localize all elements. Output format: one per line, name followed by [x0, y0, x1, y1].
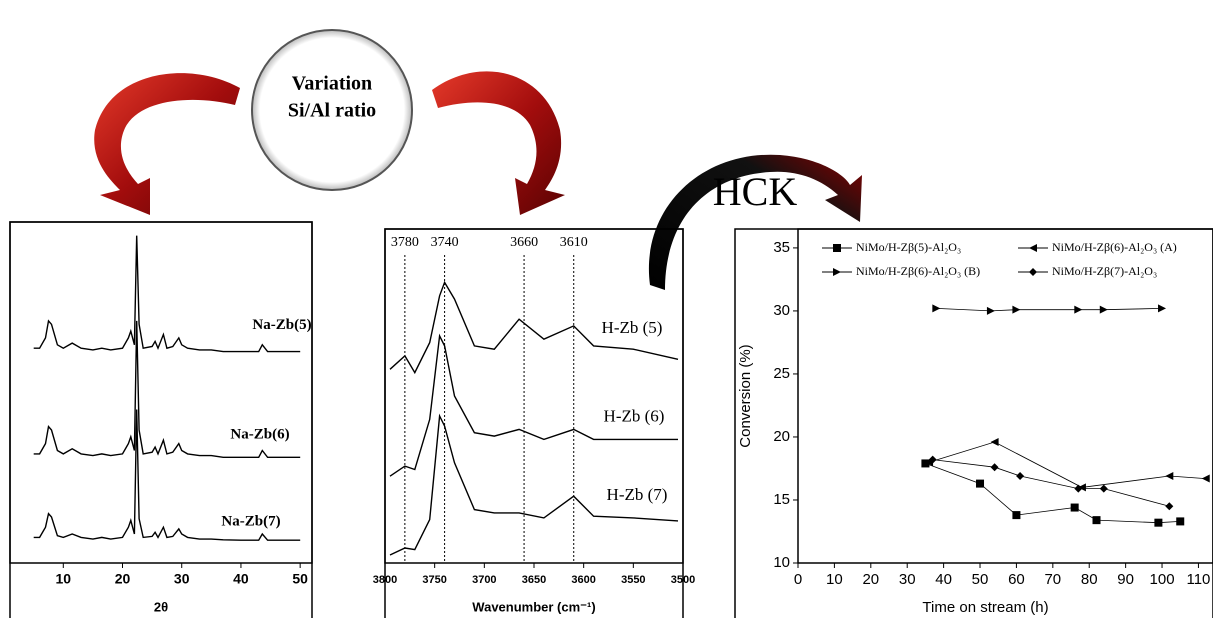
marker — [921, 459, 930, 468]
series-line — [33, 320, 301, 458]
marker — [976, 479, 985, 488]
y-tick-label: 10 — [773, 554, 790, 571]
series-label: Na-Zb(5) — [252, 317, 311, 333]
x-axis-label: Wavenumber (cm⁻¹) — [472, 599, 595, 614]
plot-frame — [797, 228, 1213, 564]
marker — [986, 306, 995, 315]
series-line — [389, 280, 679, 375]
y-axis-label: Conversion (%) — [737, 344, 754, 447]
marker — [1074, 484, 1083, 493]
series-label: H-Zb (7) — [607, 485, 668, 504]
arrow-label: HCK — [713, 169, 798, 214]
marker — [990, 438, 999, 447]
legend-marker — [1029, 244, 1037, 252]
plot-frame — [9, 221, 313, 564]
x-tick-label: 30 — [899, 571, 916, 588]
x-tick-label: 10 — [56, 571, 72, 587]
x-tick-label: 20 — [862, 571, 879, 588]
x-tick-label: 3650 — [522, 574, 546, 586]
x-tick-label: 3750 — [422, 574, 446, 586]
x-tick-label: 20 — [115, 571, 131, 587]
marker — [928, 455, 937, 464]
panel-frame — [734, 228, 1213, 618]
marker — [1165, 472, 1174, 481]
x-axis-label: 2θ — [154, 599, 168, 614]
legend-marker — [833, 268, 841, 276]
x-tick-label: 80 — [1081, 571, 1098, 588]
legend-label: NiMo/H-Zβ(6)-Al₂O₃ (B) — [856, 264, 980, 278]
marker — [1092, 516, 1101, 525]
x-tick-label: 40 — [935, 571, 952, 588]
series-label: H-Zb (5) — [602, 318, 663, 337]
marker — [1176, 517, 1185, 526]
legend-label: NiMo/H-Zβ(6)-Al₂O₃ (A) — [1052, 240, 1177, 254]
marker — [1012, 305, 1021, 314]
series-label: Na-Zb(7) — [221, 514, 280, 530]
x-tick-label: 100 — [1150, 571, 1175, 588]
arrow — [648, 154, 862, 290]
reference-label: 3740 — [431, 235, 459, 250]
series-line — [33, 235, 301, 353]
legend-label: NiMo/H-Zβ(5)-Al₂O₃ — [856, 240, 961, 254]
x-tick-label: 110 — [1186, 571, 1210, 588]
x-tick-label: 50 — [292, 571, 308, 587]
marker — [1070, 503, 1079, 512]
y-tick-label: 35 — [773, 239, 790, 256]
series-line — [932, 459, 1170, 507]
x-axis-label: Time on stream (h) — [922, 599, 1048, 616]
circle-text: Si/Al ratio — [288, 100, 376, 122]
legend-marker — [1029, 268, 1037, 276]
marker — [1154, 518, 1163, 527]
x-tick-label: 0 — [794, 571, 802, 588]
legend-marker — [833, 244, 841, 252]
marker — [1201, 474, 1210, 483]
x-tick-label: 60 — [1008, 571, 1025, 588]
x-tick-label: 3600 — [571, 574, 595, 586]
arrow — [94, 73, 240, 216]
series-line — [928, 441, 1206, 488]
y-tick-label: 25 — [773, 365, 790, 382]
x-tick-label: 3700 — [472, 574, 496, 586]
y-tick-label: 20 — [773, 428, 790, 445]
series-line — [33, 409, 301, 541]
x-tick-label: 10 — [826, 571, 843, 588]
x-tick-label: 3550 — [621, 574, 645, 586]
marker — [1099, 305, 1108, 314]
x-tick-label: 50 — [972, 571, 989, 588]
reference-label: 3660 — [510, 235, 538, 250]
series-line — [389, 413, 679, 556]
marker — [1074, 305, 1083, 314]
marker — [1099, 484, 1108, 493]
series-label: H-Zb (6) — [604, 406, 665, 425]
series-line — [936, 308, 1163, 312]
x-tick-label: 3800 — [373, 574, 397, 586]
x-tick-label: 90 — [1117, 571, 1134, 588]
arrow — [432, 71, 565, 216]
marker — [1077, 483, 1086, 492]
marker — [932, 304, 941, 313]
marker — [1012, 511, 1021, 520]
x-tick-label: 3500 — [671, 574, 695, 586]
circle — [251, 29, 413, 191]
marker — [990, 463, 999, 472]
charts: 10 20 30 40 50 2θ Na-Zb(5) Na-Zb(6) Na-Zb(7) 3800… — [9, 221, 1213, 618]
x-tick-label: 70 — [1044, 571, 1061, 588]
marker — [1016, 472, 1025, 481]
marker — [1158, 304, 1167, 313]
series-line — [389, 333, 678, 477]
reference-label: 3610 — [560, 235, 588, 250]
panel-frame — [9, 221, 313, 618]
x-tick-label: 40 — [233, 571, 249, 587]
reference-label: 3780 — [391, 235, 419, 250]
marker — [1165, 502, 1174, 511]
legend-label: NiMo/H-Zβ(7)-Al₂O₃ — [1052, 264, 1157, 278]
circle-text: Variation — [292, 73, 372, 95]
y-tick-label: 15 — [773, 491, 790, 508]
y-tick-label: 30 — [773, 302, 790, 319]
x-tick-label: 30 — [174, 571, 190, 587]
series-label: Na-Zb(6) — [230, 427, 289, 443]
